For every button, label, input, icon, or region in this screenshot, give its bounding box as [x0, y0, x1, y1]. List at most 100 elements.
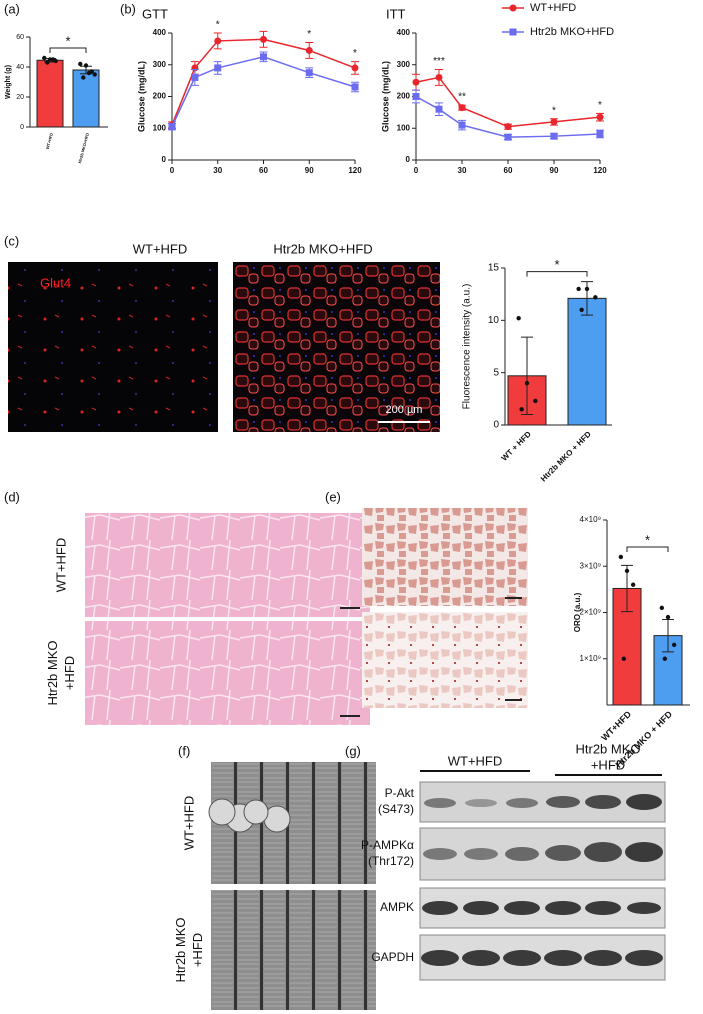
- marker: [504, 133, 512, 141]
- data-point: [83, 63, 89, 68]
- marker: [214, 37, 222, 45]
- y-tick-label: 400: [397, 28, 411, 37]
- annotation: *: [552, 105, 556, 116]
- marker: [191, 73, 199, 81]
- row-label: Htr2b MKO: [173, 917, 188, 982]
- marker: [214, 64, 222, 72]
- image-label: Htr2b MKO+HFD: [273, 241, 372, 256]
- marker: [435, 105, 443, 113]
- annotation: *: [307, 29, 311, 40]
- oro-image: [362, 508, 528, 606]
- y-axis-label: Glucose (mg/dL): [136, 61, 146, 132]
- data-point: [584, 286, 590, 292]
- legend-label: WT+HFD: [530, 2, 576, 14]
- panel-label: (e): [325, 489, 341, 504]
- marker: [168, 123, 176, 131]
- significance-bracket: [49, 47, 87, 53]
- marker: [412, 78, 420, 86]
- em-droplet: [208, 798, 236, 826]
- annotation: *: [353, 48, 357, 59]
- significance: *: [554, 257, 559, 272]
- marker: [351, 64, 359, 72]
- marker: [504, 123, 512, 131]
- data-point: [579, 307, 584, 313]
- data-point: [576, 286, 581, 292]
- data-point: [665, 614, 671, 620]
- y-tick-label: 100: [397, 123, 411, 132]
- fluorescence-image: [8, 262, 218, 432]
- x-tick-label: 120: [348, 166, 362, 175]
- data-point: [45, 60, 50, 65]
- y-tick-label: 5: [493, 367, 499, 378]
- series-line: [415, 95, 601, 138]
- x-tick-label: 90: [550, 166, 559, 175]
- scale-label: 200 µm: [386, 404, 423, 416]
- data-point: [78, 61, 83, 67]
- he-image: [85, 513, 370, 617]
- data-point: [671, 642, 677, 648]
- row-label: WT+HFD: [181, 796, 196, 851]
- legend-label: Htr2b MKO+HFD: [530, 26, 614, 38]
- y-tick-label: 40: [16, 64, 24, 71]
- y-tick-label: 200: [397, 92, 411, 101]
- marker: [412, 93, 420, 100]
- data-point: [618, 554, 624, 560]
- blot-label: (Thr172): [368, 854, 414, 868]
- y-tick-label: 4×10⁹: [580, 515, 601, 524]
- panel-label: (f): [178, 743, 190, 758]
- panel-label: (a): [4, 1, 20, 16]
- data-point: [659, 605, 665, 611]
- blot-label: P-Akt: [385, 786, 415, 800]
- annotation: *: [216, 20, 220, 31]
- blot-label: P-AMPKα: [361, 838, 414, 852]
- em-droplet: [243, 799, 269, 825]
- data-point: [42, 55, 47, 61]
- x-tick-label: 30: [213, 166, 222, 175]
- x-tick-label: 60: [259, 166, 268, 175]
- y-tick-label: 300: [153, 60, 167, 69]
- y-tick-label: 10: [488, 315, 500, 326]
- marker: [458, 104, 466, 112]
- y-tick-label: 0: [162, 155, 167, 164]
- fluorescence-image: [233, 262, 440, 432]
- panel-label: (g): [345, 743, 361, 758]
- stain-label: Glut4: [40, 275, 71, 290]
- x-tick-label: WT+HFD: [599, 709, 633, 743]
- marker: [435, 73, 443, 81]
- blot-label: AMPK: [380, 900, 414, 914]
- image-label: WT+HFD: [133, 241, 188, 256]
- series-line: [171, 56, 356, 127]
- data-point: [524, 380, 530, 386]
- significance: *: [645, 532, 650, 547]
- em-image: [211, 890, 376, 1010]
- row-label: Htr2b MKO: [45, 640, 60, 705]
- y-tick-label: 0: [406, 155, 411, 164]
- data-point: [593, 295, 598, 300]
- marker: [305, 69, 313, 77]
- data-point: [662, 656, 668, 661]
- chart-title: ITT: [386, 6, 406, 21]
- marker: [596, 130, 604, 138]
- legend-marker: [509, 4, 517, 12]
- group-label: WT+HFD: [448, 753, 503, 768]
- y-axis-label: Weight (g): [5, 65, 12, 99]
- annotation: **: [458, 92, 466, 103]
- significance: *: [65, 33, 70, 48]
- y-tick-label: 15: [488, 263, 500, 274]
- significance-bracket: [626, 546, 669, 552]
- error-bar: [521, 336, 533, 416]
- y-tick-label: 0: [493, 420, 499, 431]
- panel-label: (c): [4, 233, 19, 248]
- group-label: Htr2b MKO: [575, 741, 640, 756]
- x-tick-label: 60: [504, 166, 513, 175]
- blot-label: GAPDH: [371, 950, 414, 964]
- significance-bracket: [526, 271, 588, 277]
- data-point: [50, 57, 56, 62]
- y-tick-label: 400: [153, 28, 167, 37]
- y-tick-label: 60: [16, 34, 24, 41]
- annotation: *: [598, 100, 602, 111]
- data-point: [81, 75, 86, 80]
- marker: [550, 118, 558, 126]
- panel-label: (d): [4, 489, 20, 504]
